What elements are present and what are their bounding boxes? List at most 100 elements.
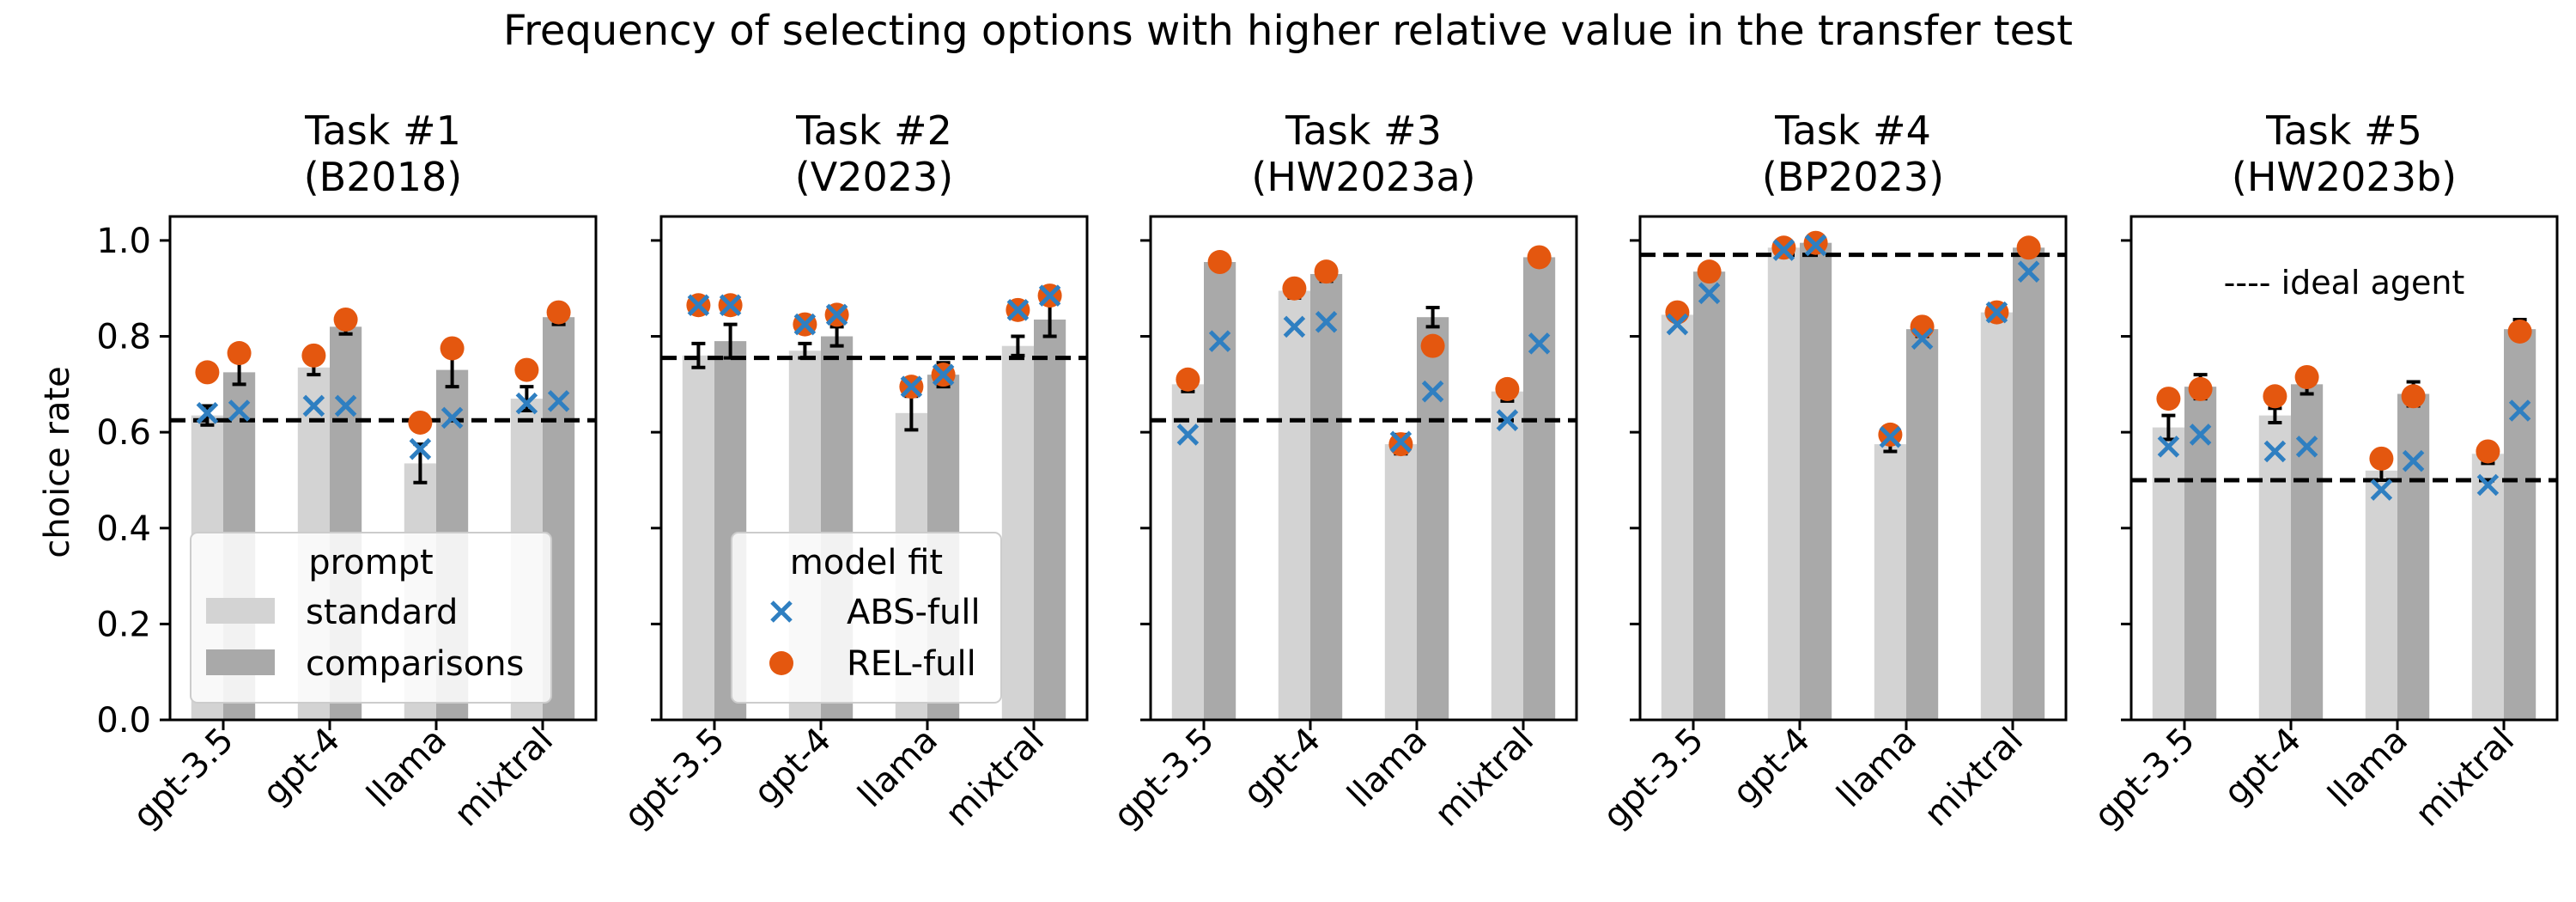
rel-full-marker <box>408 410 433 435</box>
legend-model-title: model fit <box>790 543 943 582</box>
bar-standard <box>2152 427 2184 720</box>
abs-full-marker <box>196 402 219 424</box>
bar-standard <box>2258 415 2291 720</box>
abs-full-marker <box>1528 332 1551 355</box>
abs-full-marker <box>515 392 538 415</box>
rel-full-marker <box>2369 446 2394 471</box>
rel-full-marker <box>301 343 326 368</box>
bar-comparisons <box>2397 393 2430 720</box>
bar-comparisons <box>2504 329 2537 720</box>
rel-full-marker <box>1495 376 1520 401</box>
x-tick-label: gpt-4 <box>1236 721 1328 814</box>
abs-full-marker <box>547 390 570 412</box>
abs-full-marker <box>1315 311 1338 333</box>
bar-comparisons <box>1204 262 1236 720</box>
abs-full-marker <box>1666 313 1689 336</box>
x-tick-label: llama <box>360 721 454 815</box>
x-tick-label: gpt-3.5 <box>1106 721 1222 837</box>
abs-full-marker <box>825 303 848 326</box>
rel-full-marker <box>1176 367 1200 392</box>
legend-rel-marker <box>769 651 793 675</box>
abs-full-marker <box>932 363 955 386</box>
panel-5: Task #5(HW2023b) gpt-3.5 gpt-4 llamamixtral… <box>2087 107 2559 837</box>
rel-full-marker <box>2476 439 2500 464</box>
bar-standard <box>2471 454 2504 720</box>
bar-standard <box>2365 470 2397 720</box>
abs-full-marker <box>2263 440 2287 463</box>
abs-full-marker <box>228 399 251 422</box>
bar-comparisons <box>1310 273 1343 720</box>
abs-full-marker <box>2017 260 2040 283</box>
bar-standard <box>1661 314 1693 720</box>
bar-standard <box>1171 384 1204 720</box>
abs-full-marker <box>2157 436 2180 458</box>
x-tick-label: llama <box>1340 721 1435 815</box>
bar-standard <box>1384 444 1417 720</box>
abs-full-marker <box>1496 409 1519 431</box>
abs-full-marker <box>2402 449 2425 472</box>
x-tick-label: gpt-4 <box>1725 721 1818 814</box>
abs-full-marker <box>793 313 817 336</box>
rel-full-marker <box>2401 384 2426 409</box>
rel-full-marker <box>2156 387 2181 411</box>
abs-full-marker <box>1038 284 1061 307</box>
panel-subtitle: (B2018) <box>304 154 463 200</box>
y-tick-label: 0.4 <box>96 509 151 549</box>
bar-standard <box>1278 290 1310 720</box>
abs-full-marker <box>1283 315 1306 338</box>
legend-abs-marker <box>770 600 793 623</box>
legend-prompt-box <box>190 532 552 704</box>
rel-full-marker <box>1665 300 1690 325</box>
panel-title: Task #1 <box>304 107 461 154</box>
panel-subtitle: (HW2023b) <box>2232 154 2457 200</box>
abs-full-marker <box>334 394 357 417</box>
abs-full-marker <box>1772 239 1795 261</box>
x-tick-label: mixtral <box>1427 721 1541 835</box>
bar-comparisons <box>1693 271 1726 721</box>
legend-abs-label: ABS-full <box>847 593 981 632</box>
legend-standard-label: standard <box>306 593 458 632</box>
rel-full-marker <box>1697 259 1722 284</box>
rel-full-marker <box>2294 364 2319 389</box>
x-tick-label: mixtral <box>1917 721 2031 835</box>
abs-full-marker <box>302 394 325 417</box>
abs-full-marker <box>1176 424 1200 446</box>
panel-subtitle: (HW2023a) <box>1251 154 1475 200</box>
x-tick-label: llama <box>851 721 945 815</box>
bar-standard <box>1767 247 1800 720</box>
legend-standard-swatch <box>206 598 275 624</box>
abs-full-marker <box>687 294 710 317</box>
plot-frame <box>659 215 1089 722</box>
panel-subtitle: (V2023) <box>795 154 953 200</box>
y-tick-label: 0.2 <box>96 605 151 644</box>
bar-comparisons <box>1523 257 1556 720</box>
rel-full-marker <box>227 341 252 366</box>
x-tick-label: gpt-3.5 <box>2087 721 2202 837</box>
panel-subtitle: (BP2023) <box>1762 154 1944 200</box>
abs-full-marker <box>1985 301 2008 324</box>
panel-title: Task #5 <box>2265 107 2422 154</box>
rel-full-marker <box>546 300 571 325</box>
rel-full-marker <box>2507 319 2532 344</box>
abs-full-marker <box>409 437 432 460</box>
panel-title: Task #2 <box>795 107 952 154</box>
rel-full-marker <box>1420 333 1445 358</box>
legend-comparisons-label: comparisons <box>306 644 524 684</box>
abs-full-marker <box>1698 282 1721 305</box>
rel-full-marker <box>2016 235 2041 260</box>
bar-comparisons <box>1034 319 1066 720</box>
bar-comparisons <box>1800 242 1832 720</box>
bar-standard <box>1001 345 1034 720</box>
y-tick-label: 1.0 <box>96 222 151 261</box>
legend-rel-label: REL-full <box>847 644 976 684</box>
rel-full-marker <box>514 357 539 382</box>
rel-full-marker <box>195 360 220 385</box>
y-tick-label: 0.8 <box>96 318 151 357</box>
abs-full-marker <box>1389 430 1413 454</box>
abs-full-marker <box>2476 473 2500 497</box>
